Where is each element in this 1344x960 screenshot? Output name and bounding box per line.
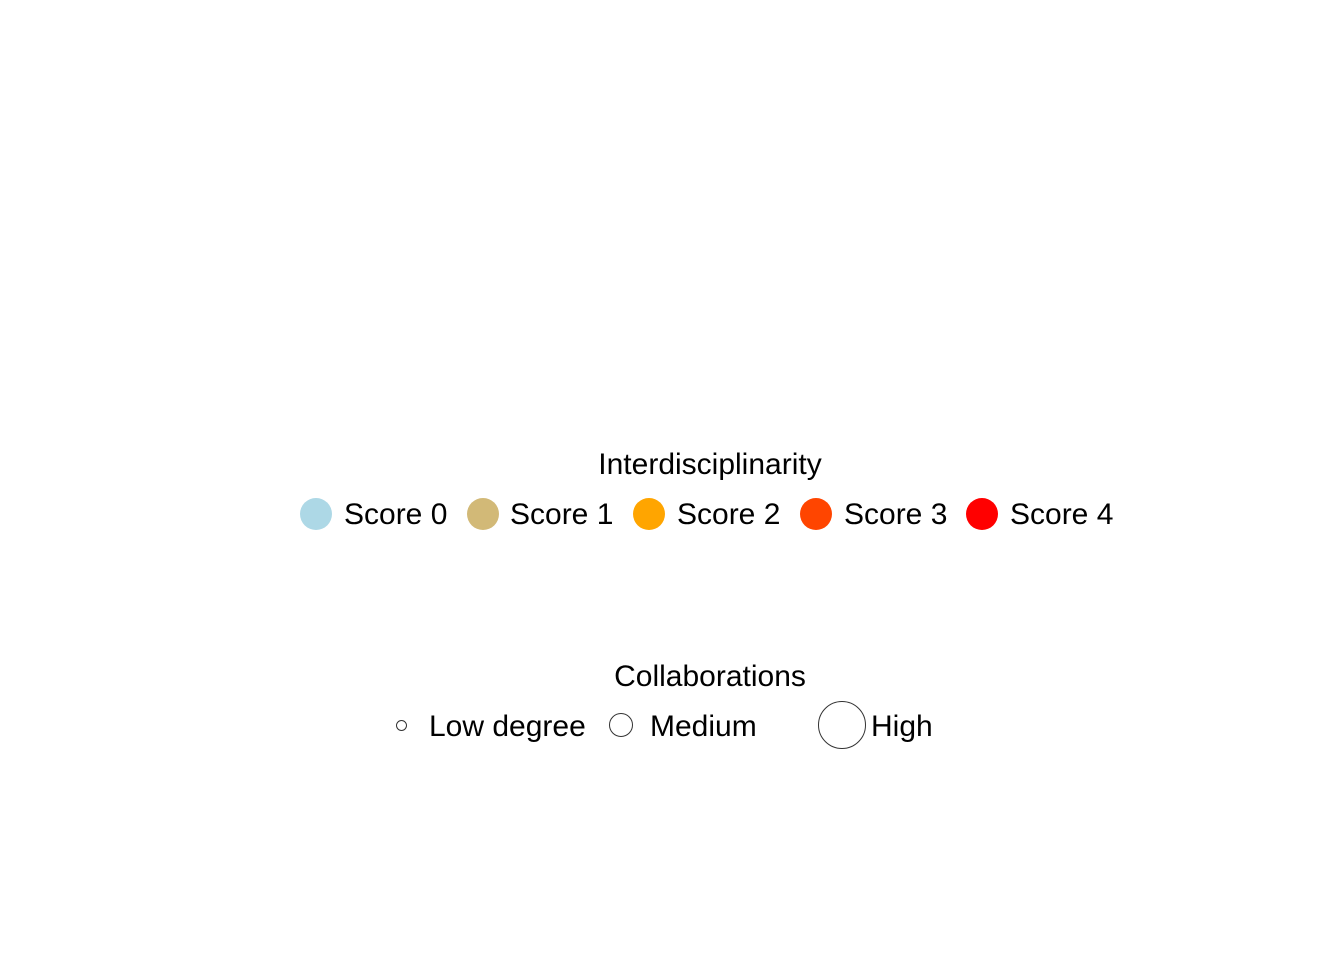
legend-label-score-2: Score 2 [677,498,781,531]
legend-key-score-3 [800,498,832,530]
legend-key-score-0 [300,498,332,530]
legend-label-high: High [871,710,933,743]
legend-label-score-1: Score 1 [510,498,614,531]
legend-label-score-4: Score 4 [1010,498,1114,531]
legend-key-medium [609,713,633,737]
collaborations-legend-title: Collaborations [614,660,806,693]
legend-label-score-0: Score 0 [344,498,448,531]
legend-key-score-2 [633,498,665,530]
legend-label-low-degree: Low degree [429,710,586,743]
interdisciplinarity-legend-title: Interdisciplinarity [598,448,822,481]
legend-label-score-3: Score 3 [844,498,948,531]
legend-key-high [818,701,866,749]
legend-key-low-degree [396,720,407,731]
legend-label-medium: Medium [650,710,757,743]
legend-key-score-1 [467,498,499,530]
legend-key-score-4 [966,498,998,530]
